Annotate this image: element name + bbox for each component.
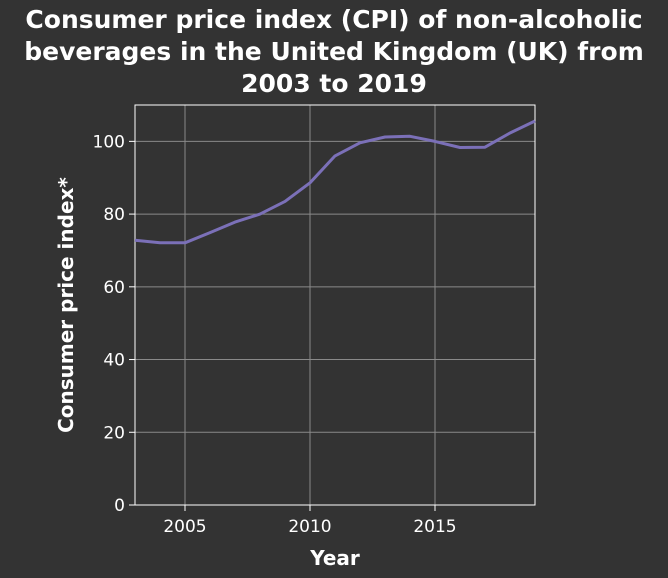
data-point	[360, 142, 361, 143]
y-tick-label: 0	[114, 496, 125, 516]
series-layer	[135, 121, 536, 244]
data-point	[210, 232, 211, 233]
y-tick-label: 60	[103, 278, 125, 298]
plot-frame	[135, 105, 535, 505]
x-tick-label: 2010	[288, 517, 331, 537]
x-tick-label: 2015	[413, 517, 456, 537]
y-tick-label: 80	[103, 205, 125, 225]
data-point	[385, 137, 386, 138]
data-point	[335, 155, 336, 156]
data-point	[285, 201, 286, 202]
axes-layer	[135, 105, 535, 505]
data-point	[410, 136, 411, 137]
data-point	[460, 147, 461, 148]
y-tick-label: 40	[103, 351, 125, 371]
series-line	[135, 121, 535, 243]
data-point	[510, 133, 511, 134]
y-axis-label: Consumer price index*	[54, 177, 78, 433]
data-point	[135, 240, 136, 241]
data-point	[185, 242, 186, 243]
data-point	[535, 121, 536, 122]
x-tick-label: 2005	[163, 517, 206, 537]
data-point	[160, 242, 161, 243]
y-tick-label: 20	[103, 423, 125, 443]
data-point	[310, 182, 311, 183]
data-point	[485, 147, 486, 148]
x-axis-label: Year	[309, 546, 360, 570]
grid-layer	[135, 105, 535, 505]
data-point	[235, 222, 236, 223]
y-tick-label: 100	[93, 132, 125, 152]
tick-layer: 0 20 40 60 80 100 2005 2010 2015	[93, 132, 457, 537]
data-point	[260, 214, 261, 215]
data-point	[435, 141, 436, 142]
